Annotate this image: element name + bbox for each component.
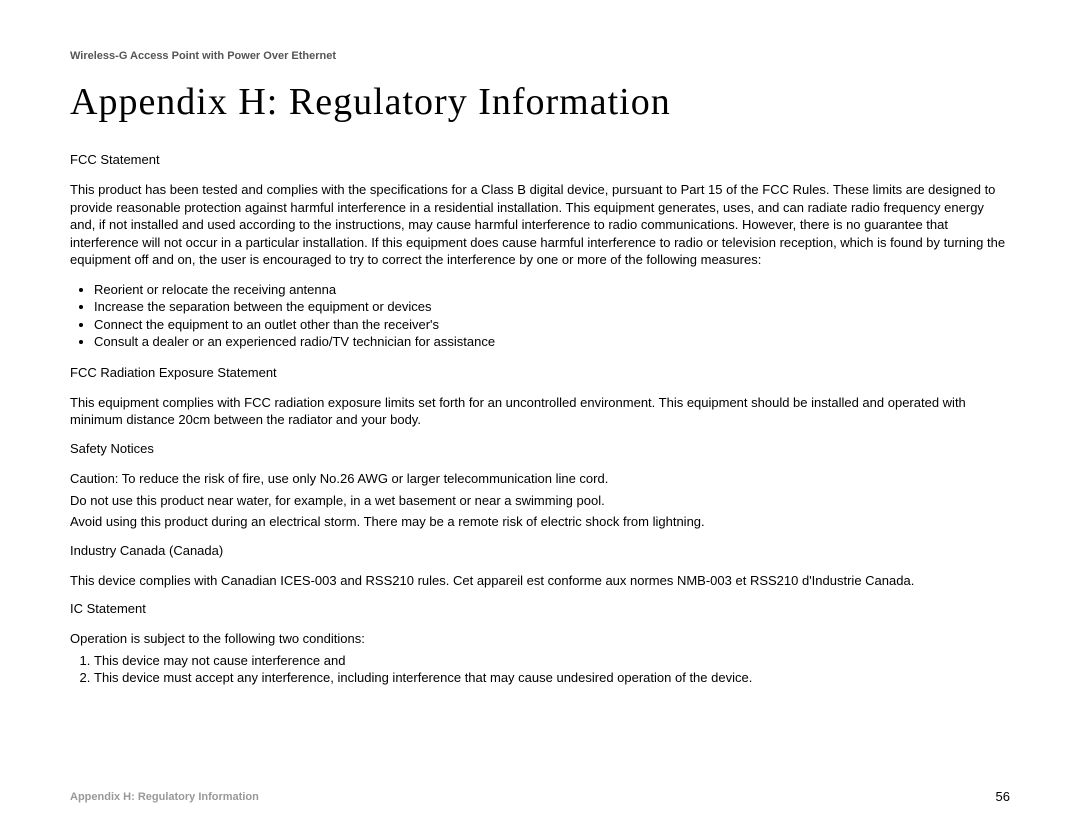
list-item: Connect the equipment to an outlet other…	[94, 316, 1010, 334]
list-item: Reorient or relocate the receiving anten…	[94, 281, 1010, 299]
ic-statement-intro: Operation is subject to the following tw…	[70, 630, 1010, 648]
document-header: Wireless-G Access Point with Power Over …	[70, 50, 1010, 62]
list-item: This device may not cause interference a…	[94, 652, 1010, 670]
industry-canada-body: This device complies with Canadian ICES-…	[70, 572, 1010, 590]
list-item: Consult a dealer or an experienced radio…	[94, 333, 1010, 351]
fcc-measures-list: Reorient or relocate the receiving anten…	[70, 281, 1010, 351]
industry-canada-heading: Industry Canada (Canada)	[70, 543, 1010, 558]
safety-line-2: Do not use this product near water, for …	[70, 492, 1010, 510]
fcc-radiation-body: This equipment complies with FCC radiati…	[70, 394, 1010, 429]
page-number: 56	[996, 789, 1010, 804]
page-footer: Appendix H: Regulatory Information 56	[70, 789, 1010, 804]
safety-line-1: Caution: To reduce the risk of fire, use…	[70, 470, 1010, 488]
list-item: This device must accept any interference…	[94, 669, 1010, 687]
fcc-statement-body: This product has been tested and complie…	[70, 181, 1010, 269]
ic-conditions-list: This device may not cause interference a…	[70, 652, 1010, 687]
footer-section-name: Appendix H: Regulatory Information	[70, 791, 259, 803]
page-title: Appendix H: Regulatory Information	[70, 80, 1010, 124]
fcc-radiation-heading: FCC Radiation Exposure Statement	[70, 365, 1010, 380]
fcc-statement-heading: FCC Statement	[70, 152, 1010, 167]
safety-notices-heading: Safety Notices	[70, 441, 1010, 456]
ic-statement-heading: IC Statement	[70, 601, 1010, 616]
list-item: Increase the separation between the equi…	[94, 298, 1010, 316]
safety-line-3: Avoid using this product during an elect…	[70, 513, 1010, 531]
